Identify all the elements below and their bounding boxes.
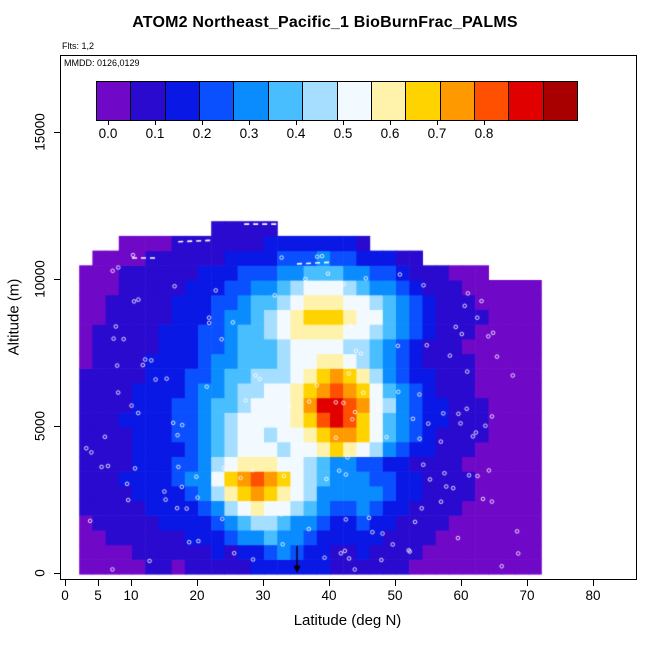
- colorbar-tick-label: 0.2: [192, 126, 212, 141]
- y-axis-tick-label: 0: [32, 569, 48, 577]
- x-axis-tick-label: 20: [189, 588, 205, 603]
- colorbar-cell: [234, 82, 269, 120]
- colorbar-cell: [200, 82, 235, 120]
- x-axis-tick: [65, 580, 66, 586]
- x-axis-tick-label: 80: [585, 588, 601, 603]
- colorbar-tick-label: 0.0: [98, 126, 118, 141]
- legend-mmdd-label: MMDD: 0126,0129: [64, 58, 140, 68]
- y-axis-tick: [54, 573, 60, 574]
- x-axis-tick: [329, 580, 330, 586]
- y-axis-tick-label: 5000: [32, 410, 48, 442]
- colorbar-tick: [437, 121, 438, 125]
- colorbar-tick-label: 0.4: [286, 126, 306, 141]
- y-axis-title: Altitude (m): [5, 278, 23, 356]
- colorbar-tick: [249, 121, 250, 125]
- y-axis-tick: [54, 279, 60, 280]
- colorbar-cell: [337, 82, 372, 120]
- x-axis-tick-label: 50: [387, 588, 403, 603]
- y-axis-tick: [54, 132, 60, 133]
- colorbar-tick: [343, 121, 344, 125]
- x-axis-tick-label: 10: [123, 588, 139, 603]
- x-axis-tick-label: 60: [453, 588, 469, 603]
- y-axis-tick: [54, 426, 60, 427]
- x-axis-tick: [395, 580, 396, 586]
- colorbar-tick: [108, 121, 109, 125]
- colorbar-tick: [155, 121, 156, 125]
- plot-area: MMDD: 0126,0129 0.0 0.1 0.2 0.3 0.4 0.5 0.6 0.7…: [60, 55, 637, 580]
- colorbar-cell: [303, 82, 338, 120]
- x-axis-title: Latitude (deg N): [293, 612, 402, 629]
- x-axis-tick-label: 40: [321, 588, 337, 603]
- colorbar-tick-label: 0.8: [474, 126, 494, 141]
- colorbar-cell: [509, 82, 544, 120]
- colorbar-tick: [202, 121, 203, 125]
- colorbar-tick: [484, 121, 485, 125]
- colorbar-cell: [474, 82, 510, 120]
- x-axis-tick: [263, 580, 264, 586]
- colorbar-tick-label: 0.5: [333, 126, 353, 141]
- x-axis-tick: [131, 580, 132, 586]
- colorbar-tick-label: 0.6: [380, 126, 400, 141]
- x-axis-tick-label: 70: [519, 588, 535, 603]
- colorbar-tick: [390, 121, 391, 125]
- x-axis-tick-label: 0: [61, 588, 69, 603]
- colorbar-cell: [97, 82, 132, 120]
- x-axis-tick: [197, 580, 198, 586]
- colorbar-cell: [543, 82, 578, 120]
- colorbar-cell: [268, 82, 304, 120]
- x-axis-tick: [527, 580, 528, 586]
- colorbar-cell: [406, 82, 441, 120]
- colorbar: [96, 81, 578, 121]
- heatmap-canvas: [61, 56, 636, 579]
- x-axis-tick-label: 30: [255, 588, 271, 603]
- colorbar-cell: [165, 82, 201, 120]
- colorbar-tick-label: 0.3: [239, 126, 259, 141]
- flights-label: Flts: 1,2: [62, 41, 95, 51]
- x-axis-tick-label: 5: [94, 588, 102, 603]
- x-axis-tick: [593, 580, 594, 586]
- colorbar-tick-label: 0.7: [427, 126, 447, 141]
- x-axis-tick: [461, 580, 462, 586]
- x-axis-tick: [98, 580, 99, 586]
- colorbar-cell: [371, 82, 407, 120]
- colorbar-cell: [131, 82, 166, 120]
- colorbar-tick-label: 0.1: [145, 126, 165, 141]
- colorbar-cell: [440, 82, 475, 120]
- chart-title: ATOM2 Northeast_Pacific_1 BioBurnFrac_PA…: [132, 14, 518, 31]
- y-axis-tick-label: 15000: [32, 113, 48, 151]
- y-axis-tick-label: 10000: [32, 260, 48, 298]
- colorbar-tick: [296, 121, 297, 125]
